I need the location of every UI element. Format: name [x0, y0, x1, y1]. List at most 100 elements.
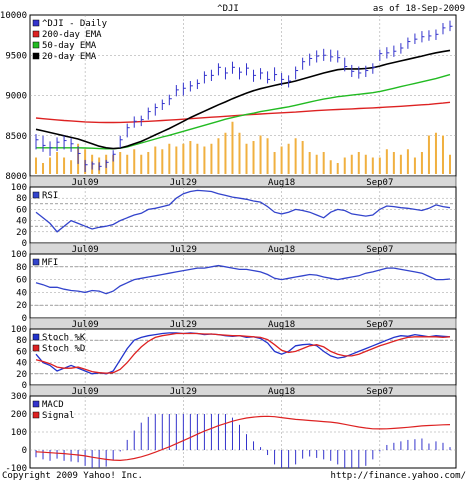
price-bar: [414, 33, 418, 44]
volume-bar: [238, 132, 241, 174]
price-y-tick-label: 8000: [5, 172, 27, 182]
mfi-y-tick-label: 60: [16, 276, 27, 286]
price-bar: [238, 67, 242, 80]
price-y-tick-label: 10000: [0, 11, 27, 21]
volume-bar: [371, 157, 374, 174]
stoch-y-tick-label: 100: [11, 325, 27, 335]
price-bar: [428, 30, 432, 41]
rsi-x-tick-label: Aug18: [268, 245, 295, 255]
rsi-y-tick-label: 0: [22, 239, 27, 249]
price-bar: [267, 71, 271, 84]
rsi-y-tick-label: 40: [16, 217, 27, 227]
price-bar: [449, 20, 453, 32]
stoch-y-tick-label: 80: [16, 336, 27, 346]
rsi-y-tick-label: 20: [16, 228, 27, 238]
rsi-y-tick-label: 100: [11, 183, 27, 193]
price-bar: [147, 107, 151, 120]
source-url: http://finance.yahoo.com/: [331, 471, 466, 480]
price-bar: [189, 81, 193, 92]
price-bar: [119, 135, 123, 148]
price-y-tick-label: 8500: [5, 132, 27, 142]
mfi-frame: [29, 253, 457, 319]
price-bar: [231, 61, 235, 74]
price-x-tick-label: Jul09: [72, 178, 99, 188]
price-bar: [112, 150, 116, 162]
volume-bar: [392, 152, 395, 174]
volume-bar: [427, 135, 430, 174]
price-panel: 8000 8500 9000 9500 10000 Jul09 Jul29 Aug18 Sep0…: [0, 11, 457, 188]
rsi-y-tick-label: 60: [16, 205, 27, 215]
price-bar: [196, 79, 200, 90]
price-x-tick-label: Jul29: [170, 178, 197, 188]
legend-label: MACD: [42, 400, 64, 410]
volume-bar: [266, 138, 269, 174]
volume-bar: [189, 141, 192, 174]
price-bar: [302, 57, 306, 70]
macd-y-tick-label: 200: [11, 410, 27, 420]
mfi-x-tick-label: Jul09: [72, 320, 99, 330]
mfi-x-tick-label: Aug18: [268, 320, 295, 330]
volume-bar: [434, 132, 437, 174]
legend-swatch: [32, 191, 40, 199]
price-bar: [217, 63, 221, 76]
price-bar: [442, 23, 446, 35]
20-day-ema-line: [35, 49, 451, 150]
rsi-x-tick-label: Jul29: [170, 245, 197, 255]
chart-symbol: ^DJI: [217, 4, 239, 14]
volume-bar: [308, 152, 311, 174]
price-bar: [175, 85, 179, 97]
volume-bar: [441, 135, 444, 174]
volume-bar: [70, 160, 73, 174]
mfi-line: [35, 264, 451, 295]
price-x-tick-label: Sep07: [366, 178, 393, 188]
price-bar: [246, 63, 250, 76]
volume-bar: [161, 149, 164, 174]
stoch-d-line: [35, 332, 451, 374]
legend-label: ^DJI - Daily: [42, 19, 108, 29]
price-bar: [358, 66, 362, 79]
volume-bar: [322, 152, 325, 174]
volume-bar: [357, 152, 360, 174]
volume-bar: [119, 152, 122, 174]
volume-bar: [168, 143, 171, 174]
price-bar: [274, 67, 278, 82]
price-bar: [421, 31, 425, 43]
volume-bar: [112, 154, 115, 174]
mfi-y-tick-label: 0: [22, 314, 27, 324]
price-bar: [168, 94, 172, 106]
volume-bar: [56, 152, 59, 174]
price-bar: [91, 161, 95, 170]
price-bar: [400, 43, 404, 54]
stoch-y-tick-label: 40: [16, 359, 27, 369]
volume-bar: [175, 146, 178, 174]
legend-swatch: [32, 52, 40, 60]
price-bar: [84, 159, 88, 172]
volume-bar: [385, 149, 388, 174]
price-bar: [224, 67, 228, 80]
legend-swatch: [32, 19, 40, 27]
mfi-legend: MFI: [32, 258, 58, 268]
price-bar: [386, 47, 390, 59]
volume-bar: [245, 143, 248, 174]
price-bar: [154, 103, 158, 116]
volume-bar: [126, 154, 129, 174]
legend-label: Stoch %D: [42, 344, 85, 354]
price-y-tick-label: 9000: [5, 92, 27, 102]
price-bar: [330, 49, 334, 62]
mfi-panel: 0 20 40 60 80 100 Jul09 Jul29 Aug18 Sep07 MFI: [11, 250, 457, 330]
stoch-x-tick-label: Jul09: [72, 387, 99, 397]
stoch-x-tick-label: Jul29: [170, 387, 197, 397]
price-bar: [379, 49, 383, 61]
price-bar: [323, 48, 327, 61]
volume-bar: [449, 154, 451, 174]
volume-bar: [196, 143, 199, 174]
volume-bar: [224, 132, 227, 174]
price-bar: [281, 72, 285, 86]
volume-bar: [273, 152, 276, 174]
legend-swatch: [32, 400, 40, 408]
volume-bar: [343, 157, 346, 174]
mfi-x-tick-label: Jul29: [170, 320, 197, 330]
